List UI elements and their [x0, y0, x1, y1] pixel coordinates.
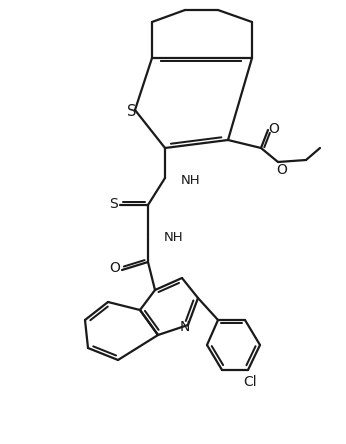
Text: S: S: [109, 197, 117, 211]
Text: O: O: [268, 122, 280, 136]
Text: O: O: [276, 163, 288, 177]
Text: NH: NH: [164, 230, 184, 243]
Text: NH: NH: [181, 174, 201, 186]
Text: Cl: Cl: [243, 375, 257, 389]
Text: O: O: [110, 261, 120, 275]
Text: N: N: [180, 320, 190, 334]
Text: S: S: [127, 103, 137, 119]
